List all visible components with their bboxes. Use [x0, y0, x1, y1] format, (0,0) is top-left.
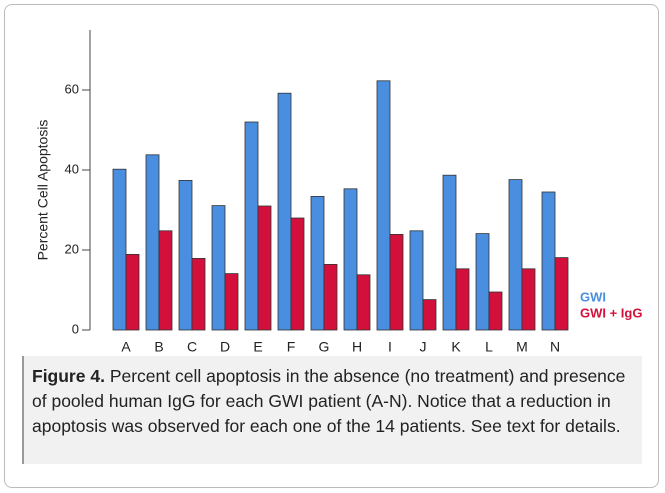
x-tick-label: A: [121, 339, 131, 355]
x-tick-label: J: [420, 339, 427, 355]
bar: [409, 230, 424, 331]
bar: [475, 233, 490, 331]
bar: [554, 257, 569, 331]
bar: [290, 217, 305, 331]
caption-text: Percent cell apoptosis in the absence (n…: [32, 366, 626, 436]
bar: [277, 92, 292, 331]
x-tick-label: L: [485, 339, 493, 355]
bar: [541, 191, 556, 331]
bar: [455, 268, 470, 331]
x-tick-label: I: [388, 339, 392, 355]
x-tick-label: C: [187, 339, 197, 355]
x-tick-label: K: [451, 339, 461, 355]
bar: [376, 80, 391, 331]
bar: [211, 205, 226, 331]
figure-frame: [4, 4, 659, 488]
x-tick-label: D: [220, 339, 230, 355]
bar: [343, 188, 358, 331]
x-tick-label: E: [253, 339, 262, 355]
bar: [112, 168, 127, 331]
bar: [310, 195, 325, 331]
legend-entry: GWI + IgG: [580, 305, 642, 320]
bar: [389, 233, 404, 331]
x-tick-label: F: [287, 339, 296, 355]
bar: [244, 121, 259, 331]
bar: [521, 268, 536, 331]
bar: [508, 179, 523, 331]
bar: [178, 179, 193, 331]
bar: [224, 273, 239, 331]
bar: [158, 230, 173, 331]
legend-entry: GWI: [580, 289, 606, 304]
y-tick-label: 20: [65, 241, 79, 256]
y-tick-label: 40: [65, 161, 79, 176]
bar: [257, 205, 272, 331]
bar: [191, 257, 206, 331]
y-tick-label: 60: [65, 81, 79, 96]
y-tick-label: 0: [72, 321, 79, 336]
x-tick-label: M: [516, 339, 528, 355]
bar: [145, 154, 160, 331]
bar: [442, 174, 457, 331]
x-tick-label: B: [154, 339, 163, 355]
x-tick-label: N: [550, 339, 560, 355]
caption: Figure 4. Percent cell apoptosis in the …: [22, 356, 642, 464]
bar: [125, 253, 140, 331]
bar: [488, 291, 503, 331]
bar: [323, 263, 338, 331]
x-tick-label: G: [319, 339, 330, 355]
y-axis-label: Percent Cell Apoptosis: [35, 120, 51, 261]
bar: [422, 299, 437, 331]
x-tick-label: H: [352, 339, 362, 355]
bar: [356, 274, 371, 331]
caption-label: Figure 4.: [32, 366, 105, 386]
